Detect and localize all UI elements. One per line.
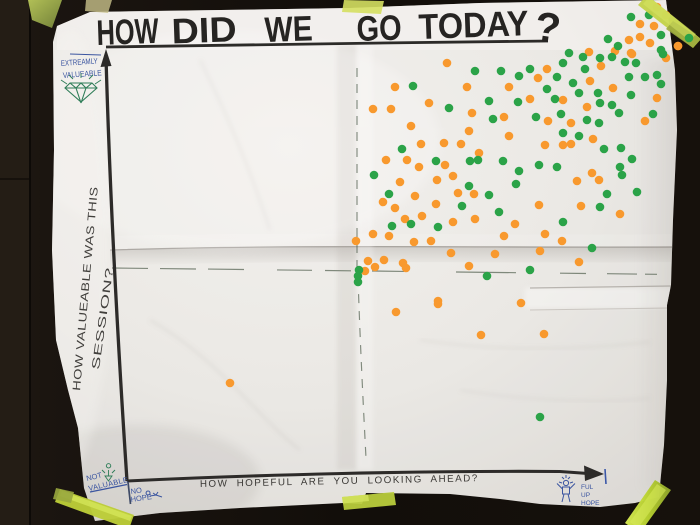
svg-text:HOW: HOW [96,11,160,53]
svg-text:HOPE: HOPE [581,500,600,507]
svg-text:EXTREAMLY: EXTREAMLY [61,56,99,68]
svg-text:DID: DID [171,9,237,51]
svg-text:VALUEABLE: VALUEABLE [63,68,103,80]
svg-text:HOPE: HOPE [130,492,152,504]
svg-text:NOT: NOT [85,470,103,483]
svg-text:TODAY: TODAY [418,3,530,47]
svg-text:FUL: FUL [581,484,594,491]
svg-text:NO: NO [130,485,143,496]
svg-text:UP: UP [581,492,590,499]
svg-text:WE: WE [264,8,313,50]
svg-text:GO: GO [356,7,402,49]
